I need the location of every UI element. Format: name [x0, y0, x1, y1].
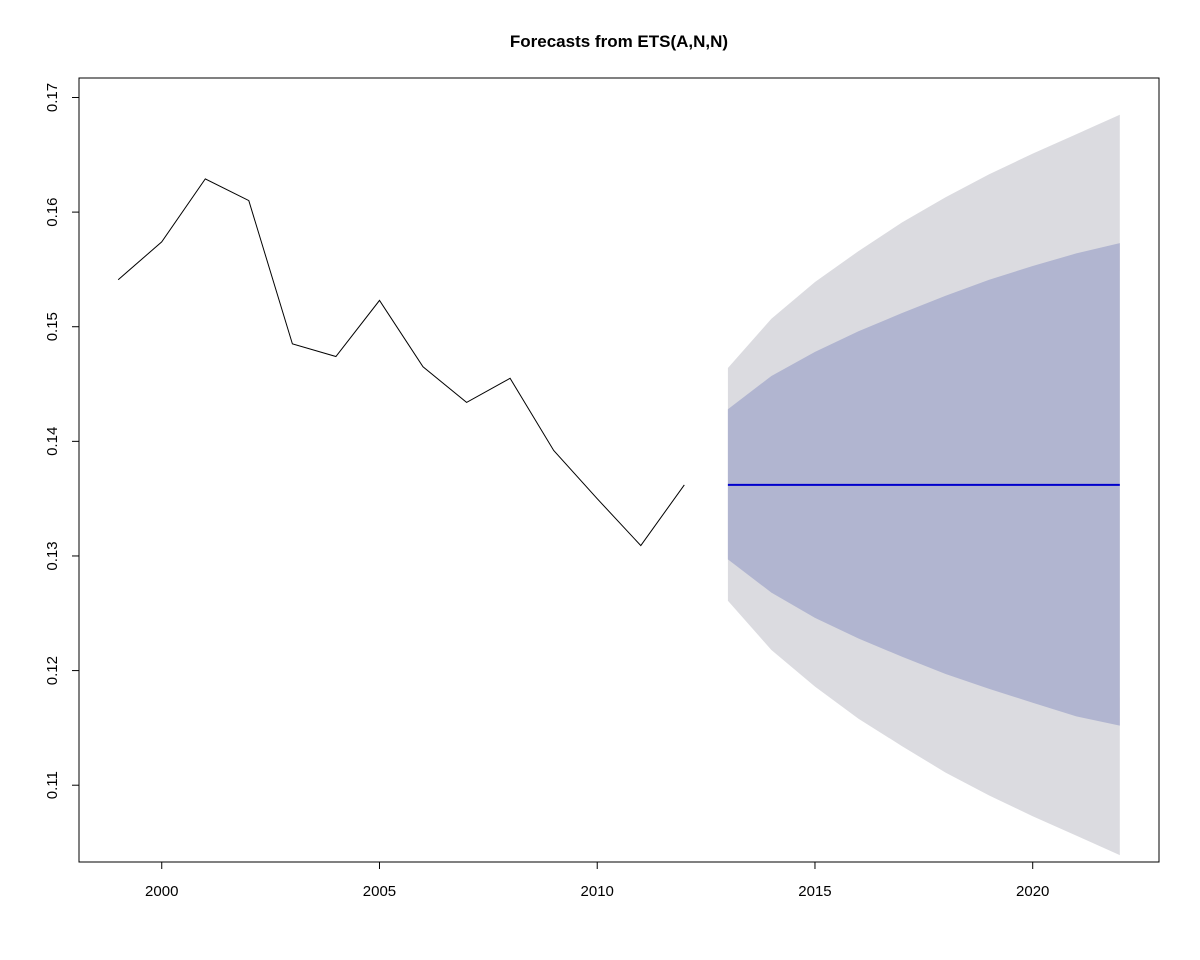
y-tick-label: 0.12	[44, 656, 61, 685]
x-tick-label: 2010	[581, 883, 614, 900]
y-tick-label: 0.17	[44, 83, 61, 112]
y-axis: 0.11 0.12 0.13 0.14 0.15 0.16 0.17	[44, 83, 80, 799]
x-tick-label: 2020	[1016, 883, 1049, 900]
chart-title: Forecasts from ETS(A,N,N)	[510, 32, 728, 51]
actual-series-line	[117, 178, 685, 547]
y-tick-label: 0.11	[44, 771, 61, 799]
y-tick-label: 0.15	[44, 312, 61, 341]
y-tick-label: 0.16	[44, 197, 61, 226]
y-tick-label: 0.13	[44, 541, 61, 570]
y-tick-label: 0.14	[44, 427, 61, 456]
x-tick-label: 2015	[798, 883, 831, 900]
x-tick-label: 2005	[363, 883, 396, 900]
x-tick-label: 2000	[145, 883, 178, 900]
series-lines	[117, 178, 1120, 547]
x-axis: 2000 2005 2010 2015 2020	[145, 861, 1049, 900]
